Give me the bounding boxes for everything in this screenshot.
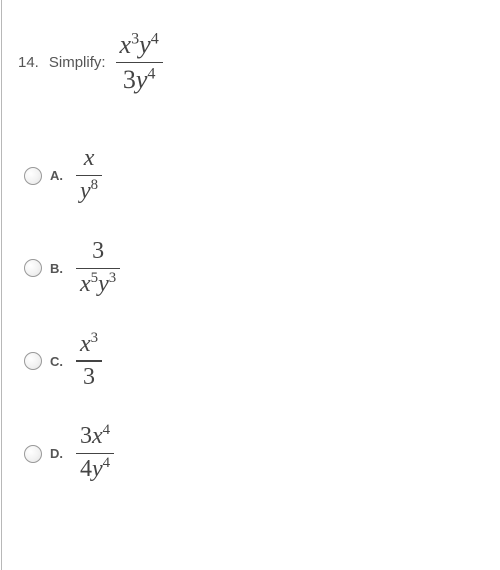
- radio-icon[interactable]: [24, 167, 42, 185]
- option-expression: 3x4 4y4: [76, 423, 114, 484]
- radio-icon[interactable]: [24, 352, 42, 370]
- radio-icon[interactable]: [24, 445, 42, 463]
- question-number: 14.: [18, 54, 39, 71]
- option-expression: x y8: [76, 145, 102, 206]
- question-prompt: Simplify:: [49, 54, 106, 71]
- option-label: A.: [50, 168, 68, 183]
- option-d[interactable]: D. 3x4 4y4: [24, 423, 480, 484]
- question-block: 14. Simplify: x3y4 3y4 A. x y8 B. 3 x5y3: [0, 0, 500, 494]
- expr-numerator: x3y4: [116, 30, 163, 60]
- expr-denominator: 3y4: [119, 65, 160, 95]
- fraction-bar: [116, 62, 163, 64]
- option-b[interactable]: B. 3 x5y3: [24, 238, 480, 299]
- option-expression: x3 3: [76, 331, 102, 392]
- radio-icon[interactable]: [24, 259, 42, 277]
- option-expression: 3 x5y3: [76, 238, 120, 299]
- option-c[interactable]: C. x3 3: [24, 331, 480, 392]
- option-label: B.: [50, 261, 68, 276]
- option-label: C.: [50, 354, 68, 369]
- option-a[interactable]: A. x y8: [24, 145, 480, 206]
- options-list: A. x y8 B. 3 x5y3 C. x3 3: [24, 145, 480, 484]
- question-header: 14. Simplify: x3y4 3y4: [18, 30, 480, 95]
- option-label: D.: [50, 446, 68, 461]
- left-rule: [1, 0, 2, 570]
- question-expression: x3y4 3y4: [116, 30, 163, 95]
